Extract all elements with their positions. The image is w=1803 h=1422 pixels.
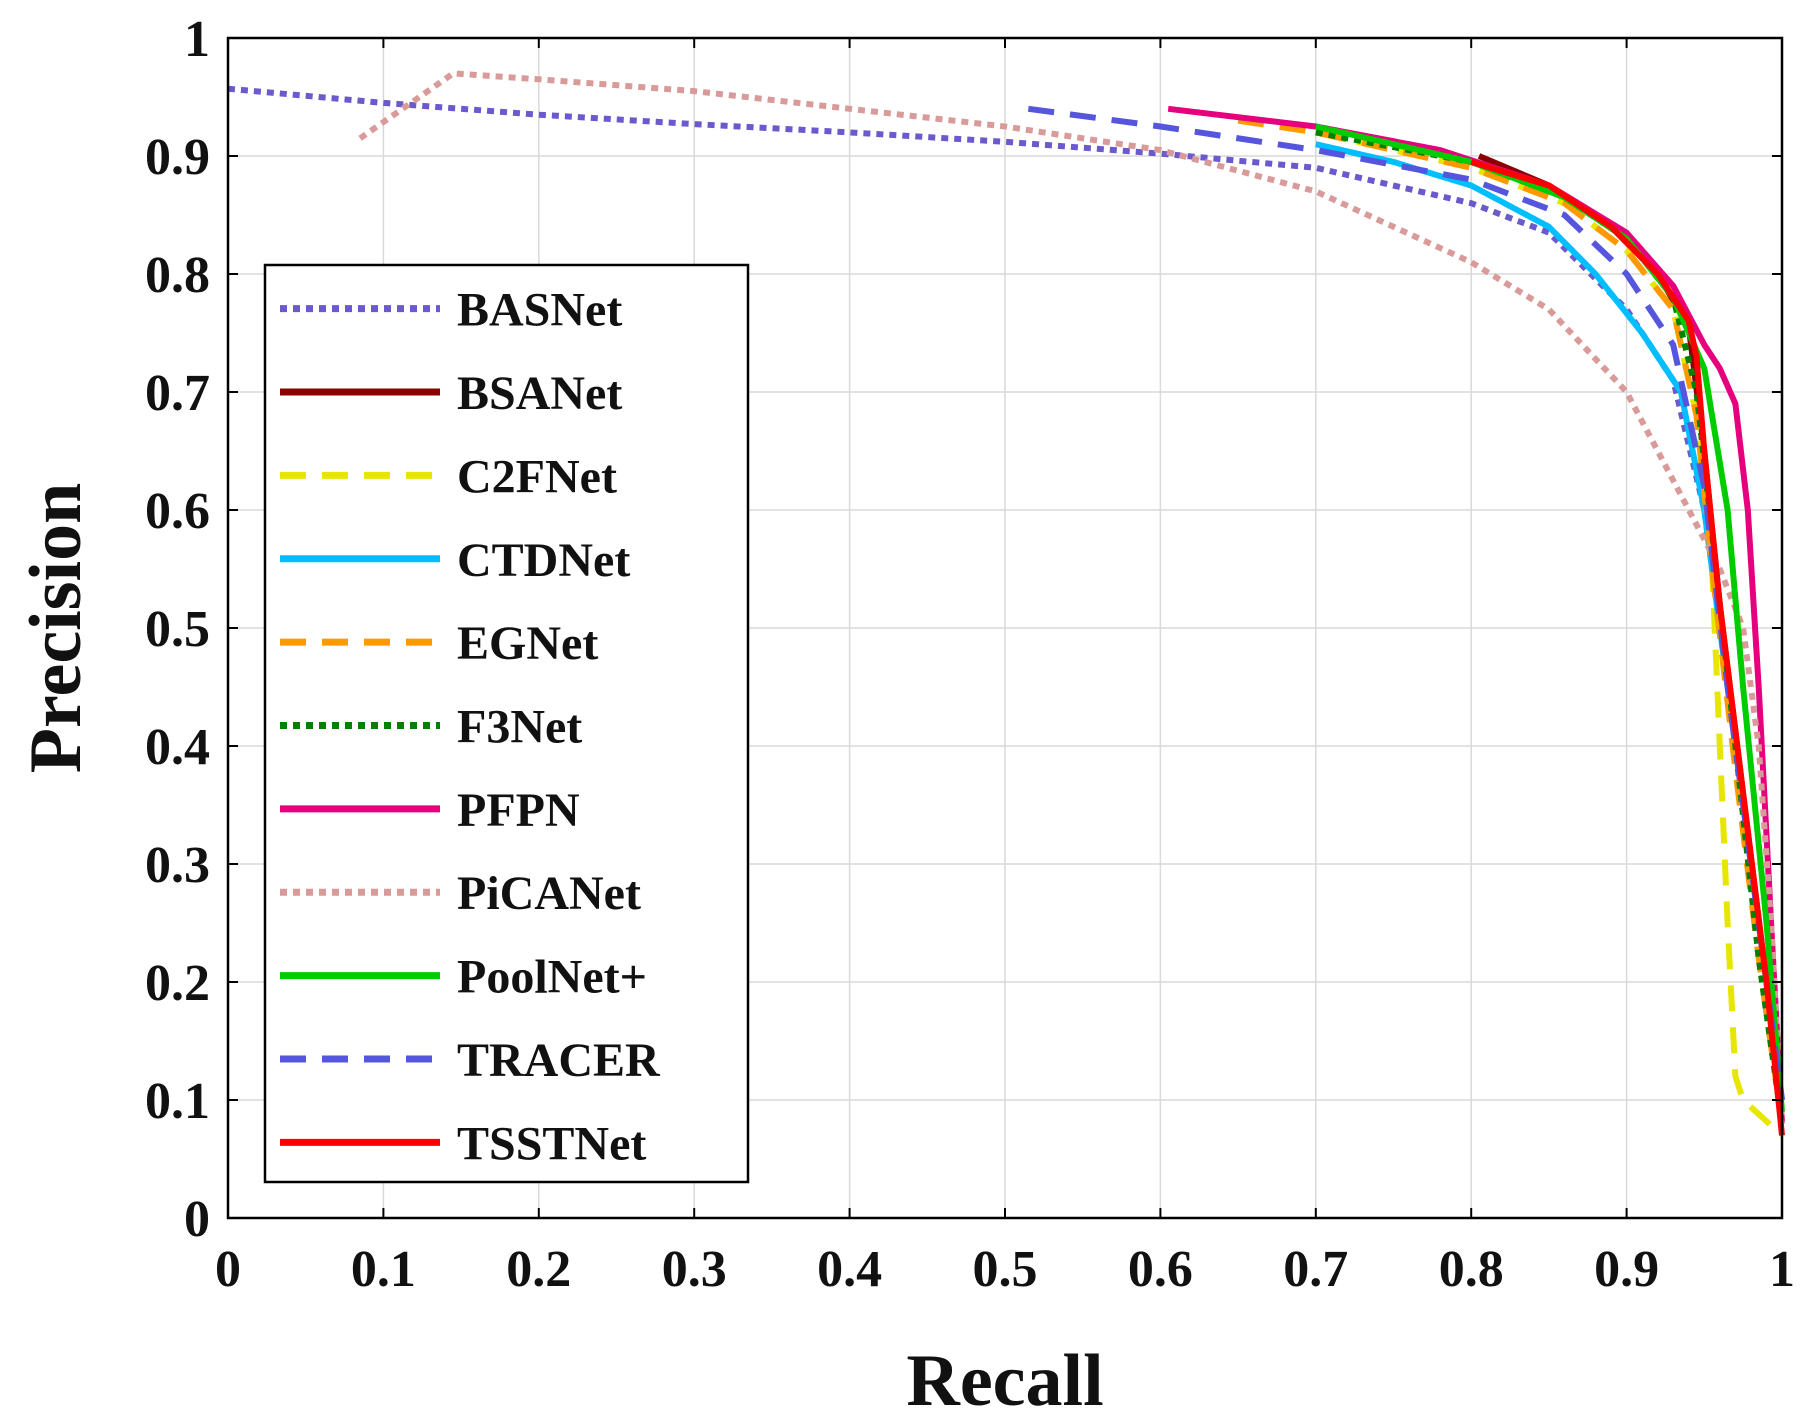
legend: BASNet BSANet C2FNet CTDNet EGNet F3Net PFPN Pi… — [263, 263, 750, 1184]
x-axis-title: Recall — [906, 1340, 1103, 1422]
y-tick-label: 0.9 — [145, 129, 210, 186]
legend-label: F3Net — [457, 701, 582, 754]
legend-label: BASNet — [457, 284, 622, 337]
legend-label: BSANet — [457, 367, 622, 420]
x-tick-label: 0.7 — [1283, 1241, 1348, 1298]
x-tick-label: 0.9 — [1594, 1241, 1659, 1298]
x-tick-label: 0.4 — [817, 1241, 882, 1298]
series-line-egnet — [1237, 117, 1785, 1125]
y-tick-label: 1 — [184, 11, 210, 68]
y-tick-label: 0.6 — [145, 483, 210, 540]
legend-label: EGNet — [457, 617, 598, 670]
series-line-pfpn — [1167, 105, 1785, 1124]
x-tick-label: 0.5 — [973, 1241, 1038, 1298]
legend-label: PiCANet — [457, 867, 641, 920]
legend-label: TSSTNet — [457, 1117, 646, 1170]
y-tick-label: 0.7 — [145, 365, 210, 422]
series-line-picanet — [358, 70, 1785, 1124]
x-tick-label: 1 — [1769, 1241, 1795, 1298]
x-tick-label: 0.6 — [1128, 1241, 1193, 1298]
legend-label: C2FNet — [457, 450, 617, 503]
x-tick-label: 0.8 — [1439, 1241, 1504, 1298]
y-tick-label: 0.8 — [145, 247, 210, 304]
series-line-tracer — [1027, 105, 1785, 1101]
y-tick-label: 0 — [184, 1191, 210, 1248]
series-line-tsstnet — [1470, 159, 1785, 1136]
series-lines — [227, 70, 1785, 1138]
legend-label: PFPN — [457, 784, 580, 837]
x-tick-label: 0 — [215, 1241, 241, 1298]
x-tick-label: 0.1 — [351, 1241, 416, 1298]
series-line-c2fnet — [1315, 129, 1785, 1138]
y-tick-label: 0.5 — [145, 601, 210, 658]
y-tick-label: 0.3 — [145, 837, 210, 894]
legend-label: CTDNet — [457, 534, 630, 587]
x-tick-label: 0.3 — [662, 1241, 727, 1298]
y-axis-title: Precision — [15, 483, 97, 773]
tick-labels: 0 0.1 0.2 0.3 0.4 0.5 0.6 0.7 0.8 0.9 1 0 0.1 0.2 0.3 0… — [145, 11, 1795, 1298]
y-tick-label: 0.1 — [145, 1073, 210, 1130]
legend-label: TRACER — [457, 1034, 661, 1087]
x-tick-label: 0.2 — [506, 1241, 571, 1298]
legend-label: PoolNet+ — [457, 951, 647, 1004]
y-tick-label: 0.4 — [145, 719, 210, 776]
y-tick-label: 0.2 — [145, 955, 210, 1012]
series-line-basnet — [227, 85, 1785, 1124]
